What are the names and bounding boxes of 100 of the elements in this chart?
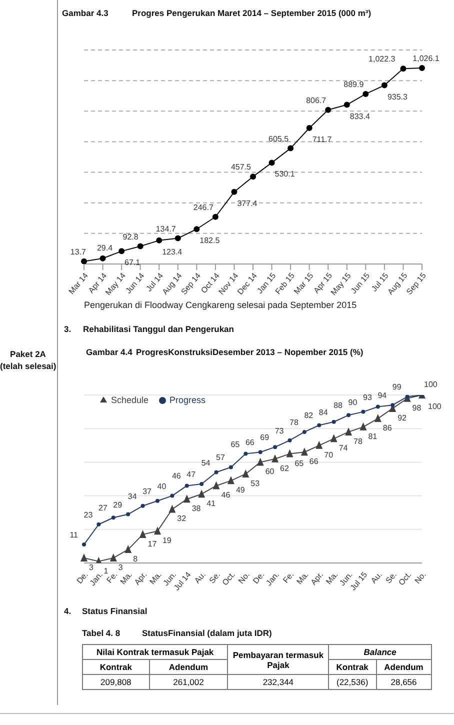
point <box>156 237 162 244</box>
data-label: 92.8 <box>122 232 139 242</box>
x-tick-label: Jan. <box>264 570 281 588</box>
point <box>273 445 278 450</box>
data-label: 69 <box>260 433 270 442</box>
point <box>306 125 312 132</box>
data-label: 86 <box>382 424 392 433</box>
data-label: 73 <box>274 426 284 436</box>
data-label: 78 <box>290 418 299 427</box>
data-label: 123.4 <box>162 247 183 256</box>
text: Status Finansial <box>82 606 148 616</box>
data-label: 32 <box>177 514 187 524</box>
data-label: 34 <box>128 492 138 501</box>
text: Kontrak <box>82 660 150 674</box>
data-label: 90 <box>348 398 358 407</box>
data-label: 65 <box>230 440 240 449</box>
data-label: 711.7 <box>312 135 332 144</box>
point <box>174 235 181 242</box>
text: Balance <box>328 644 432 660</box>
data-label: 88 <box>334 401 344 410</box>
data-label: 100 <box>424 380 438 389</box>
data-label: 377.4 <box>237 198 258 208</box>
point <box>400 66 406 72</box>
point <box>228 465 233 470</box>
point <box>332 420 336 424</box>
data-label: 46 <box>221 490 231 500</box>
data-label: 19 <box>162 536 172 546</box>
x-tick-label: Au. <box>192 570 208 586</box>
x-tick-label: Fe. <box>281 570 296 585</box>
text: (telah selesai) <box>0 360 56 372</box>
point <box>330 434 338 442</box>
text: Gambar 4.4 <box>86 347 132 357</box>
text: 232,344 <box>228 674 329 690</box>
x-tick-label: Au. <box>369 570 384 586</box>
data-label: 53 <box>250 478 260 488</box>
point <box>360 422 367 430</box>
data-label: 65 <box>294 458 304 468</box>
x-tick-label: Jun 15 <box>349 270 372 296</box>
point <box>183 494 190 503</box>
x-tick-label: Se. <box>208 570 222 586</box>
data-label: 29 <box>113 500 123 510</box>
text: Adendum <box>376 660 432 674</box>
text: 28,656 <box>376 674 432 690</box>
point <box>200 482 204 486</box>
data-label: 41 <box>206 499 216 508</box>
data-label: 74 <box>338 444 348 453</box>
point <box>345 427 352 436</box>
data-label: 27 <box>98 504 108 513</box>
data-label: 8 <box>133 554 138 564</box>
point <box>381 82 388 88</box>
text: Pengerukan di Floodway Cengkareng selesai pada September 2015 <box>84 300 357 310</box>
text: 261,002 <box>149 674 228 690</box>
chart-title: ProgresKonstruksiDesember 2013 – Nopember 2015 (%) <box>136 347 364 357</box>
point <box>212 214 218 220</box>
point <box>231 188 238 195</box>
text: Gambar 4.3 <box>62 8 108 18</box>
x-tick-label: Apr. <box>132 570 149 587</box>
data-label: 17 <box>148 539 158 548</box>
data-label: 49 <box>236 486 246 495</box>
x-tick-label: Jan. <box>88 570 105 588</box>
point <box>272 454 279 462</box>
point <box>288 145 294 152</box>
data-label: 98 <box>412 403 422 412</box>
point <box>346 413 351 418</box>
x-tick-label: Oct. <box>220 570 237 588</box>
data-label: 889.9 <box>344 80 364 89</box>
data-label: 78 <box>354 436 363 446</box>
data-label: 46 <box>172 472 182 481</box>
point <box>244 452 248 456</box>
x-tick-label: Ma. <box>294 570 310 586</box>
x-tick-label: Se. <box>384 570 398 586</box>
legend-label: Progress <box>170 395 206 405</box>
data-label: 935.3 <box>387 92 408 102</box>
point <box>96 522 101 526</box>
data-label: 605.5 <box>268 134 290 144</box>
point <box>419 64 425 71</box>
point <box>124 545 132 554</box>
x-tick-label: Ma. <box>324 570 340 586</box>
point <box>212 481 220 490</box>
point <box>168 504 176 513</box>
point <box>250 174 256 180</box>
point <box>170 494 174 498</box>
data-label: 94 <box>378 391 388 400</box>
point <box>242 469 250 478</box>
data-label: 70 <box>324 450 334 460</box>
point <box>302 430 306 434</box>
data-label: 1 <box>104 566 109 576</box>
text: 3. <box>64 324 72 334</box>
point <box>155 498 160 503</box>
point <box>317 423 322 428</box>
point <box>184 484 189 488</box>
data-label: 67.1 <box>124 258 141 268</box>
point <box>81 258 87 264</box>
x-tick-label: De. <box>251 570 266 586</box>
data-label: 3 <box>118 562 124 572</box>
data-label: 806.7 <box>306 96 327 105</box>
data-label: 11 <box>70 530 79 540</box>
point <box>316 440 323 449</box>
data-label: 93 <box>363 392 372 402</box>
data-label: 38 <box>192 504 202 514</box>
